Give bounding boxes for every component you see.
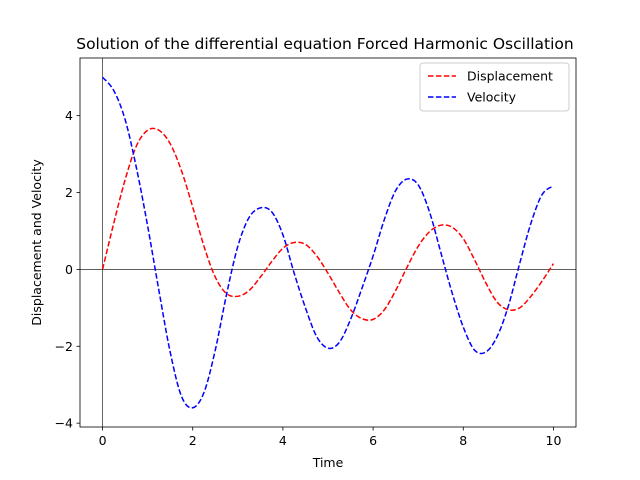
- axes-frame: [79, 57, 577, 428]
- x-tick-label: 4: [279, 433, 287, 448]
- legend-label-velocity: Velocity: [467, 90, 517, 105]
- x-tick-label: 10: [546, 433, 562, 448]
- y-axis-ticks: −4 −2 0 2 4: [55, 108, 80, 431]
- x-tick-label: 8: [459, 433, 467, 448]
- series-layer: [101, 76, 555, 409]
- series-line-displacement: [101, 127, 555, 321]
- x-tick-label: 2: [189, 433, 197, 448]
- x-tick-label: 0: [99, 433, 107, 448]
- y-tick-label: 0: [65, 262, 73, 277]
- legend-box: [419, 62, 570, 112]
- x-axis-label: Time: [312, 455, 344, 470]
- y-tick-label: 4: [65, 108, 73, 123]
- y-tick-label: 2: [65, 185, 73, 200]
- y-tick-label: −2: [55, 339, 73, 354]
- reference-lines: [80, 58, 576, 427]
- legend: Displacement Velocity: [419, 62, 570, 112]
- chart-title: Solution of the differential equation Fo…: [76, 35, 574, 53]
- y-tick-label: −4: [55, 416, 73, 431]
- plot-area: [79, 57, 577, 428]
- x-axis-ticks: 0 2 4 6 8 10: [99, 427, 562, 448]
- x-tick-label: 6: [369, 433, 377, 448]
- y-axis-label: Displacement and Velocity: [29, 159, 44, 326]
- legend-label-displacement: Displacement: [467, 69, 553, 84]
